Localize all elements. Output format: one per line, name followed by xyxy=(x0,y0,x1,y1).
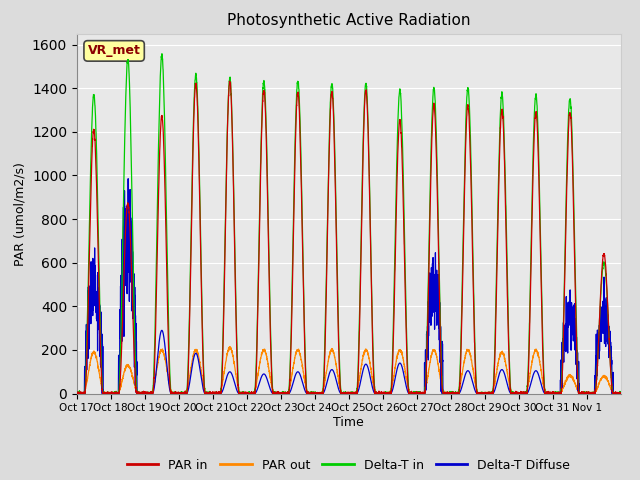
PAR in xyxy=(525,359,532,364)
PAR in xyxy=(498,108,506,114)
PAR out xyxy=(617,390,625,396)
Delta-T in xyxy=(369,343,377,349)
PAR out xyxy=(73,391,81,396)
Delta-T Diffuse xyxy=(525,388,532,394)
Delta-T in xyxy=(525,349,532,355)
Line: Delta-T Diffuse: Delta-T Diffuse xyxy=(77,179,621,394)
Delta-T Diffuse xyxy=(369,386,377,392)
PAR out xyxy=(369,380,377,385)
Delta-T Diffuse xyxy=(398,364,406,370)
PAR in xyxy=(226,78,234,84)
Delta-T in xyxy=(617,391,625,396)
Delta-T in xyxy=(498,94,506,100)
Line: Delta-T in: Delta-T in xyxy=(77,54,621,394)
PAR in xyxy=(617,390,625,396)
Delta-T in xyxy=(186,303,193,309)
PAR out xyxy=(398,352,406,358)
Delta-T Diffuse xyxy=(539,387,547,393)
Delta-T Diffuse xyxy=(617,391,625,396)
PAR in xyxy=(73,391,81,396)
Delta-T in xyxy=(398,126,406,132)
PAR in xyxy=(539,348,547,354)
PAR out xyxy=(525,379,532,385)
Delta-T Diffuse xyxy=(73,391,81,396)
PAR out xyxy=(226,344,234,349)
Delta-T in xyxy=(539,336,547,342)
Delta-T in xyxy=(158,51,166,57)
X-axis label: Time: Time xyxy=(333,416,364,429)
Delta-T Diffuse xyxy=(124,176,132,181)
Text: VR_met: VR_met xyxy=(88,44,141,58)
Line: PAR in: PAR in xyxy=(77,81,621,394)
Line: PAR out: PAR out xyxy=(77,347,621,394)
Delta-T in xyxy=(73,391,81,396)
PAR in xyxy=(398,157,406,163)
Title: Photosynthetic Active Radiation: Photosynthetic Active Radiation xyxy=(227,13,470,28)
PAR out xyxy=(73,391,81,396)
PAR out xyxy=(499,349,506,355)
Delta-T Diffuse xyxy=(186,380,193,385)
PAR in xyxy=(369,354,377,360)
PAR in xyxy=(186,318,193,324)
Legend: PAR in, PAR out, Delta-T in, Delta-T Diffuse: PAR in, PAR out, Delta-T in, Delta-T Dif… xyxy=(122,454,575,477)
Delta-T Diffuse xyxy=(498,367,506,372)
PAR out xyxy=(186,373,193,379)
Y-axis label: PAR (umol/m2/s): PAR (umol/m2/s) xyxy=(13,162,26,265)
PAR out xyxy=(539,378,547,384)
